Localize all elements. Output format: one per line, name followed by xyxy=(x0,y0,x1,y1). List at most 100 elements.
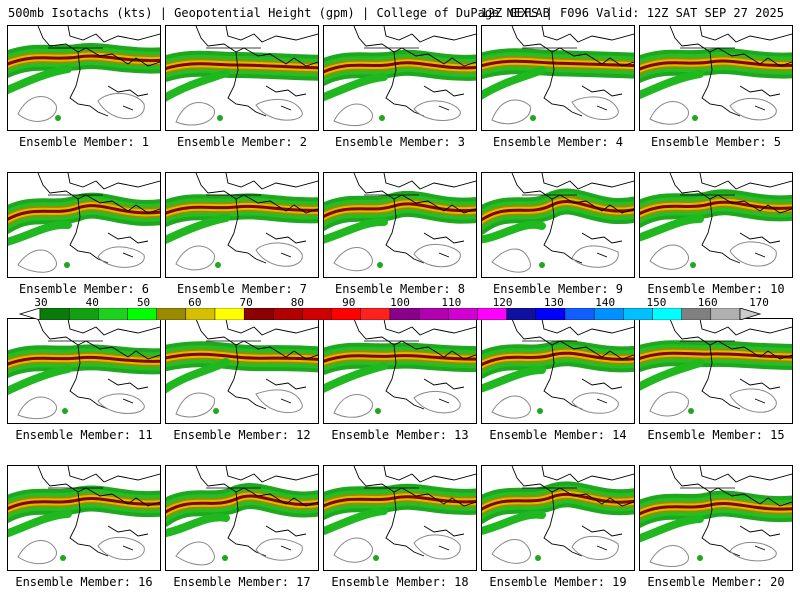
colorbar-swatch xyxy=(652,308,682,320)
colorbar-tick-label: 110 xyxy=(441,296,462,309)
panel-label: Ensemble Member: 14 xyxy=(489,428,627,442)
jet-stream-map xyxy=(8,26,160,122)
colorbar-tick-label: 170 xyxy=(749,296,769,309)
jet-stream-map xyxy=(324,26,476,127)
jet-stream-map xyxy=(640,319,792,417)
isotach-blob xyxy=(535,555,541,561)
jet-core xyxy=(482,351,634,367)
ensemble-map-panel xyxy=(639,25,793,131)
colorbar-bar xyxy=(18,308,762,320)
header: 500mb Isotachs (kts) | Geopotential Heig… xyxy=(0,0,800,22)
jet-stream-map xyxy=(8,173,160,273)
colorbar-right-arrow xyxy=(739,308,762,320)
isotach-streak xyxy=(482,510,546,535)
jet-core xyxy=(640,501,792,516)
colorbar-swatch xyxy=(623,308,653,320)
jet-stream-map xyxy=(166,319,318,418)
panel-label: Ensemble Member: 2 xyxy=(176,135,308,149)
panel-label: Ensemble Member: 16 xyxy=(15,575,153,589)
ensemble-map-panel xyxy=(165,318,319,424)
jet-stream-map xyxy=(324,173,476,272)
colorbar-swatch xyxy=(418,308,449,320)
coastline xyxy=(669,466,792,557)
height-contour xyxy=(491,536,619,564)
ensemble-map-panel xyxy=(639,465,793,571)
panel-label: Ensemble Member: 11 xyxy=(15,428,153,442)
isotach-blob xyxy=(379,115,385,121)
height-contour xyxy=(17,393,145,420)
height-contour xyxy=(17,537,145,565)
jet-stream-map xyxy=(324,319,476,418)
panel-label: Ensemble Member: 12 xyxy=(173,428,311,442)
isotach-blob xyxy=(688,408,694,414)
isotach-blob xyxy=(60,555,66,561)
colorbar-tick-label: 50 xyxy=(136,296,151,309)
jet-stream-map xyxy=(640,173,792,270)
jet-stream-map xyxy=(482,319,634,419)
colorbar-swatch xyxy=(127,308,157,320)
colorbar-swatch xyxy=(273,308,303,320)
height-contour xyxy=(17,93,145,122)
ensemble-map-panel xyxy=(323,318,477,424)
panel-label: Ensemble Member: 10 xyxy=(647,282,785,296)
ensemble-map-panel xyxy=(481,318,635,424)
colorbar-swatch xyxy=(302,308,332,320)
colorbar: 30 40 50 60 70 80 90 100 110 120 130 140 150 160 170 xyxy=(0,296,800,320)
ensemble-map-panel xyxy=(7,25,161,131)
isotach-streak xyxy=(482,66,546,100)
ensemble-map-panel xyxy=(481,465,635,571)
isotach-blob xyxy=(217,115,223,121)
isotach-streak xyxy=(482,366,546,393)
colorbar-swatch xyxy=(564,308,595,320)
height-contour xyxy=(491,392,619,419)
colorbar-swatch xyxy=(506,308,537,320)
isotach-blob xyxy=(539,262,545,268)
coastline xyxy=(195,173,318,264)
jet-stream-map xyxy=(166,173,318,271)
height-contour xyxy=(333,244,461,272)
colorbar-swatch xyxy=(98,308,128,320)
ensemble-map-panel xyxy=(7,465,161,571)
colorbar-swatch xyxy=(331,308,362,320)
panel-label: Ensemble Member: 4 xyxy=(492,135,624,149)
isotach-blob xyxy=(222,555,228,561)
isotach-streak xyxy=(640,359,704,391)
coastline xyxy=(353,319,476,410)
isotach-streak xyxy=(8,510,72,538)
panel-label: Ensemble Member: 1 xyxy=(18,135,150,149)
coastline xyxy=(669,26,792,117)
panel-label: Ensemble Member: 13 xyxy=(331,428,469,442)
jet-core xyxy=(482,199,634,222)
colorbar-tick-label: 100 xyxy=(390,296,410,309)
jet-core xyxy=(166,352,318,361)
coastline xyxy=(195,466,318,557)
colorbar-swatch xyxy=(535,308,566,320)
colorbar-swatch xyxy=(593,308,624,320)
ensemble-map-panel xyxy=(323,465,477,571)
colorbar-tick-label: 30 xyxy=(34,296,48,309)
jet-core xyxy=(166,204,318,215)
coastline xyxy=(195,319,318,410)
ensemble-map-panel xyxy=(165,465,319,571)
isotach-streak xyxy=(324,217,388,244)
height-contour xyxy=(649,241,777,270)
coastline xyxy=(511,26,634,117)
isotach-blob xyxy=(537,408,543,414)
isotach-blob xyxy=(692,115,698,121)
jet-stream-map xyxy=(482,26,634,125)
colorbar-swatch xyxy=(39,308,70,320)
jet-stream-map xyxy=(166,26,318,126)
panel-label: Ensemble Member: 9 xyxy=(492,282,624,296)
header-title: 500mb Isotachs (kts) | Geopotential Heig… xyxy=(8,6,550,20)
height-contour xyxy=(333,100,461,127)
isotach-streak xyxy=(640,70,704,100)
panel-label: Ensemble Member: 8 xyxy=(334,282,466,296)
panel-label: Ensemble Member: 6 xyxy=(18,282,150,296)
coastline xyxy=(37,26,160,117)
isotach-streak xyxy=(8,365,72,396)
height-contour xyxy=(649,388,777,417)
height-contour xyxy=(175,389,303,418)
height-contour xyxy=(175,538,303,566)
jet-core xyxy=(324,354,476,363)
colorbar-tick-label: 40 xyxy=(85,296,99,309)
